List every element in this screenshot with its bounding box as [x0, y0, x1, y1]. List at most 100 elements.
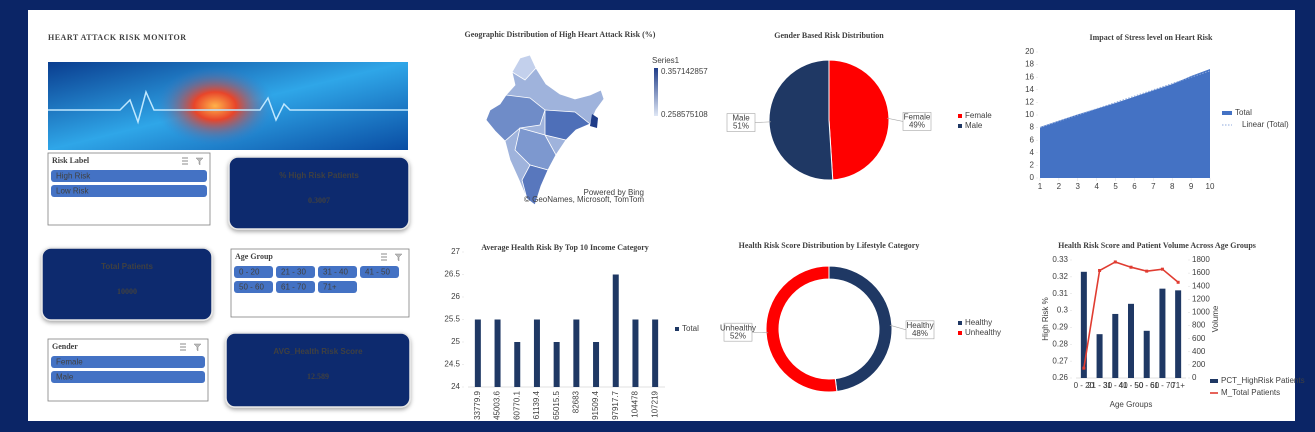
kpi-label: Total Patients	[101, 262, 153, 271]
bar	[1159, 288, 1166, 378]
slicer-item-label[interactable]: Low Risk	[56, 187, 89, 196]
legend-swatch	[958, 114, 962, 118]
slicer-title: Age Group	[235, 252, 273, 261]
bar	[1175, 290, 1182, 378]
y-tick-label: 25.5	[444, 315, 460, 324]
x-tick-label: 50 - 60	[1134, 381, 1159, 390]
legend-label: M_Total Patients	[1221, 388, 1280, 397]
y-tick-label: 0.32	[1052, 272, 1068, 281]
slicer-item-label[interactable]: High Risk	[56, 172, 91, 181]
x-tick-label: 41 - 50	[1119, 381, 1144, 390]
legend-label: Healthy	[965, 318, 992, 327]
x-tick-label: 45003.6	[493, 390, 502, 419]
slicer-item[interactable]	[276, 281, 315, 293]
legend-swatch	[958, 321, 962, 325]
slicer-item-label[interactable]: Male	[56, 373, 74, 382]
y-tick-label: 20	[1025, 47, 1034, 56]
y-tick-label: 200	[1192, 360, 1206, 369]
x-tick-label: 0 - 20	[1074, 381, 1095, 390]
slicer-item-label[interactable]: 21 - 30	[281, 268, 306, 277]
area	[1040, 69, 1210, 178]
slicer-item-label[interactable]: 41 - 50	[365, 268, 390, 277]
line-marker	[1082, 366, 1086, 370]
slicer-item[interactable]	[51, 371, 205, 383]
label-leader	[754, 121, 772, 123]
slicer-multiselect-icon[interactable]	[180, 343, 186, 351]
slicer-multiselect-icon[interactable]	[381, 253, 387, 261]
chart-title: Health Risk Score Distribution by Lifest…	[739, 241, 920, 250]
data-label-box	[902, 112, 932, 131]
slicer-item-label[interactable]: Female	[56, 358, 83, 367]
slicer-multiselect-icon[interactable]	[182, 157, 188, 165]
y-tick-label: 0.27	[1052, 356, 1068, 365]
slicer-item[interactable]	[360, 266, 399, 278]
banner	[48, 62, 408, 150]
x-tick-label: 33779.9	[473, 390, 482, 419]
slicer-item-label[interactable]: 71+	[323, 283, 337, 292]
x-axis-title: Age Groups	[1110, 400, 1153, 409]
bar	[612, 274, 619, 387]
data-label-value: 48%	[912, 329, 928, 338]
slicer-item-label[interactable]: 61 - 70	[281, 283, 306, 292]
slicer-item[interactable]	[234, 266, 273, 278]
kpi-card	[225, 332, 411, 408]
y-tick-label: 0	[1192, 373, 1197, 382]
slicer-item[interactable]	[51, 185, 207, 197]
slicer-item-label[interactable]: 31 - 40	[323, 268, 348, 277]
slicer-item[interactable]	[276, 266, 315, 278]
bar	[573, 319, 580, 387]
slicer-item[interactable]	[234, 281, 273, 293]
slicer-item[interactable]	[51, 356, 205, 368]
slicer-clear-icon[interactable]	[193, 343, 202, 352]
slicer-item[interactable]	[318, 266, 357, 278]
slicer-item-label[interactable]: 0 - 20	[239, 268, 260, 277]
donut-segment	[765, 265, 838, 393]
y2-axis-title: Volume	[1211, 305, 1220, 332]
x-tick-label: 8	[1170, 182, 1175, 191]
dashboard-title: HEART ATTACK RISK MONITOR	[48, 33, 187, 42]
y-tick-label: 1200	[1192, 294, 1210, 303]
data-label-box	[905, 320, 935, 340]
legend-swatch	[1222, 111, 1232, 115]
y-tick-label: 18	[1025, 60, 1034, 69]
bar	[593, 342, 600, 387]
bar	[494, 319, 501, 387]
kpi-value: 12.589	[307, 372, 329, 381]
legend-swatch	[958, 331, 962, 335]
kpi-card	[228, 156, 410, 230]
legend-label: Female	[965, 111, 992, 120]
x-tick-label: 5	[1113, 182, 1118, 191]
kpi-label: % High Risk Patients	[279, 171, 359, 180]
x-tick-label: 9	[1189, 182, 1194, 191]
pie-slice	[828, 59, 890, 181]
map-region	[521, 164, 549, 206]
legend-label: Total	[1235, 108, 1252, 117]
x-tick-label: 4	[1094, 182, 1099, 191]
x-tick-label: 21 - 30	[1087, 381, 1112, 390]
y-tick-label: 6	[1030, 135, 1035, 144]
y-tick-label: 26.5	[444, 270, 460, 279]
bar	[474, 319, 481, 387]
slicer-item-label[interactable]: 50 - 60	[239, 283, 264, 292]
y-tick-label: 4	[1030, 148, 1035, 157]
kpi-value: 0.3007	[308, 196, 330, 205]
slicer-item[interactable]	[318, 281, 357, 293]
bar	[514, 342, 521, 387]
bar	[1080, 271, 1087, 378]
map-attribution: © GeoNames, Microsoft, TomTom	[524, 195, 644, 204]
color-scale	[654, 68, 658, 116]
y-tick-label: 0	[1030, 173, 1035, 182]
x-tick-label: 97917.7	[611, 390, 620, 419]
slicer-item[interactable]	[51, 170, 207, 182]
banner-heart	[155, 66, 275, 146]
x-tick-label: 91509.4	[591, 390, 600, 419]
kpi-label: AVG_Health Risk Score	[273, 347, 363, 356]
slicer-clear-icon[interactable]	[195, 157, 204, 166]
x-tick-label: 3	[1076, 182, 1081, 191]
slicer-panel	[47, 338, 209, 402]
y-tick-label: 27	[451, 247, 460, 256]
chart-title: Impact of Stress level on Heart Risk	[1090, 33, 1214, 42]
chart-title: Geographic Distribution of High Heart At…	[465, 30, 656, 39]
slicer-clear-icon[interactable]	[394, 253, 403, 262]
y-tick-label: 0.3	[1057, 306, 1069, 315]
